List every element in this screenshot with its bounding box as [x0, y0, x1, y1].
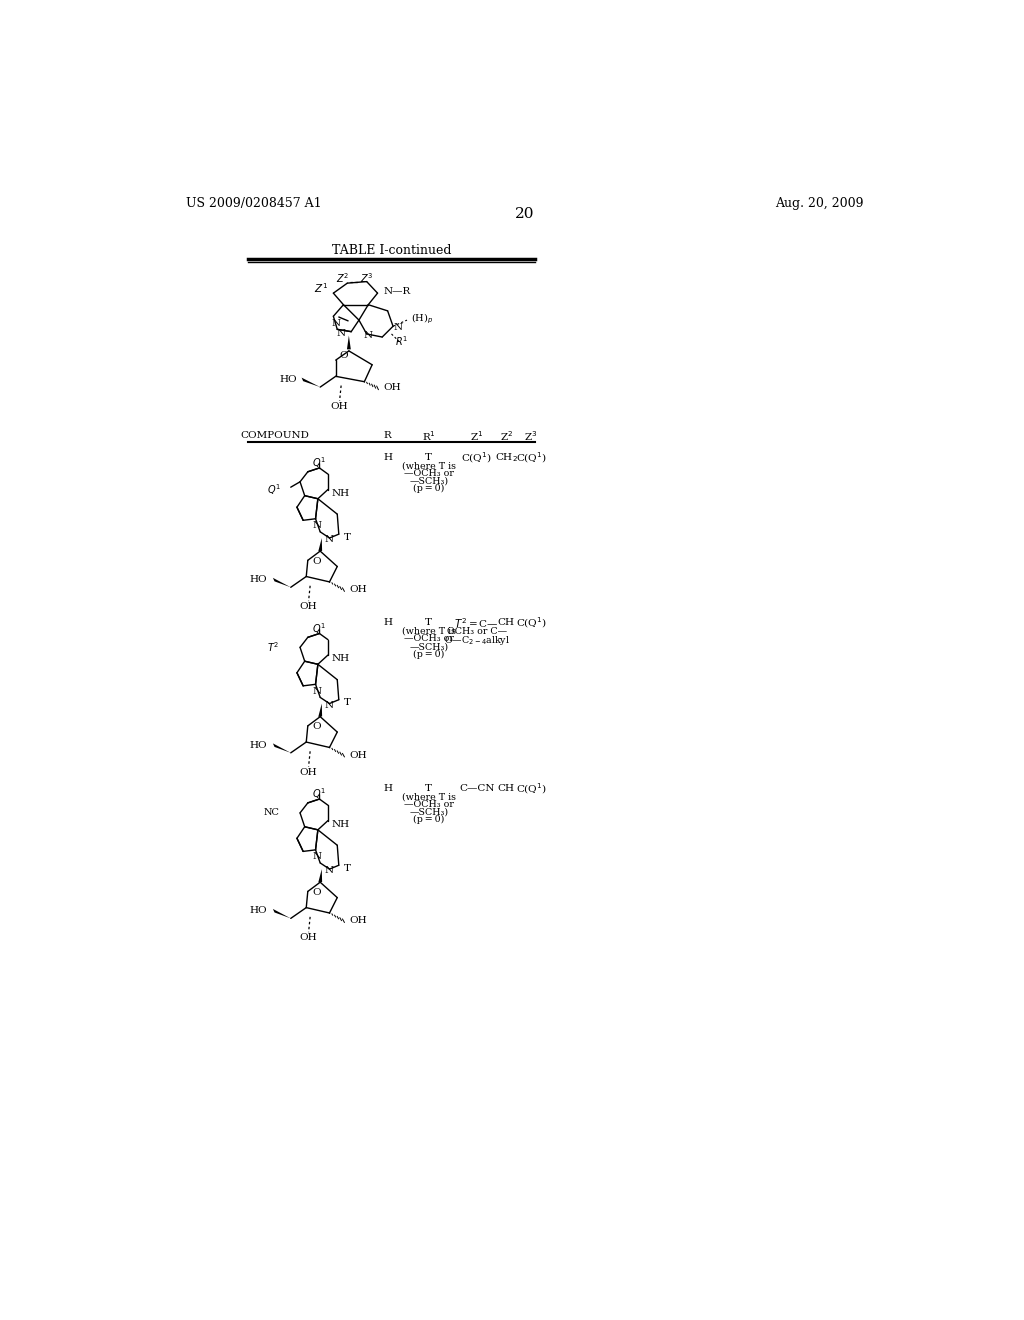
Text: Z$^2$: Z$^2$: [500, 429, 513, 442]
Text: Aug. 20, 2009: Aug. 20, 2009: [775, 197, 863, 210]
Polygon shape: [273, 578, 291, 587]
Text: $Q^1$: $Q^1$: [312, 787, 327, 801]
Polygon shape: [318, 539, 323, 552]
Text: Z$^3$: Z$^3$: [524, 429, 538, 442]
Text: OH: OH: [300, 768, 317, 776]
Polygon shape: [318, 704, 323, 717]
Text: NH: NH: [332, 655, 350, 664]
Text: O: O: [312, 557, 321, 565]
Text: T: T: [343, 533, 350, 541]
Text: O: O: [312, 722, 321, 731]
Text: OH: OH: [300, 602, 317, 611]
Text: C(Q$^1$): C(Q$^1$): [462, 450, 493, 465]
Text: $T^2$: $T^2$: [267, 640, 280, 655]
Text: $Z^1$: $Z^1$: [313, 281, 328, 294]
Text: N—R: N—R: [384, 288, 411, 296]
Text: T: T: [343, 698, 350, 708]
Text: CH: CH: [498, 784, 515, 793]
Text: $R^1$: $R^1$: [395, 334, 409, 347]
Text: T: T: [343, 863, 350, 873]
Text: C(Q$^1$): C(Q$^1$): [515, 781, 547, 796]
Text: (where T is: (where T is: [401, 627, 456, 636]
Text: OH: OH: [349, 751, 367, 759]
Text: N: N: [312, 521, 322, 531]
Text: C—CN: C—CN: [459, 784, 495, 793]
Text: Z$^1$: Z$^1$: [470, 429, 483, 442]
Text: OCH₃ or C—: OCH₃ or C—: [446, 627, 507, 636]
Text: R$^1$: R$^1$: [422, 429, 435, 442]
Text: —OCH₃ or: —OCH₃ or: [403, 469, 454, 478]
Text: O: O: [339, 351, 348, 360]
Text: O—C$_{2-4}$alkyl: O—C$_{2-4}$alkyl: [443, 634, 510, 647]
Text: 20: 20: [515, 207, 535, 220]
Text: —SCH₃): —SCH₃): [410, 477, 449, 486]
Text: T: T: [425, 453, 432, 462]
Text: NC: NC: [263, 808, 280, 817]
Text: HO: HO: [280, 375, 297, 384]
Text: (p = 0): (p = 0): [413, 816, 444, 825]
Text: $Q^1$: $Q^1$: [267, 482, 282, 496]
Text: $Z^2$: $Z^2$: [336, 271, 349, 285]
Text: O: O: [312, 888, 321, 896]
Text: (where T is: (where T is: [401, 461, 456, 470]
Text: TABLE I-continued: TABLE I-continued: [332, 244, 452, 257]
Text: N: N: [325, 701, 334, 710]
Text: $Q^1$: $Q^1$: [312, 455, 327, 470]
Text: N: N: [312, 853, 322, 861]
Text: OH: OH: [331, 401, 348, 411]
Text: (H)$_p$: (H)$_p$: [411, 312, 433, 326]
Text: H: H: [383, 453, 392, 462]
Text: (p = 0): (p = 0): [413, 484, 444, 494]
Text: N: N: [337, 330, 346, 338]
Text: CH: CH: [498, 618, 515, 627]
Text: H: H: [383, 618, 392, 627]
Polygon shape: [273, 743, 291, 752]
Text: T: T: [425, 784, 432, 793]
Text: R: R: [384, 432, 391, 440]
Text: N: N: [325, 866, 334, 875]
Text: (where T is: (where T is: [401, 792, 456, 801]
Text: $Q^1$: $Q^1$: [312, 620, 327, 635]
Text: C(Q$^1$): C(Q$^1$): [515, 450, 547, 465]
Text: NH: NH: [332, 488, 350, 498]
Polygon shape: [347, 335, 351, 350]
Text: COMPOUND: COMPOUND: [241, 432, 309, 440]
Text: T: T: [425, 618, 432, 627]
Text: N: N: [393, 323, 402, 333]
Text: OH: OH: [300, 933, 317, 942]
Polygon shape: [273, 909, 291, 919]
Text: OH: OH: [384, 383, 401, 392]
Text: C(Q$^1$): C(Q$^1$): [515, 615, 547, 630]
Text: H: H: [383, 784, 392, 793]
Text: —SCH₃): —SCH₃): [410, 808, 449, 817]
Text: $Z^3$: $Z^3$: [360, 271, 374, 285]
Polygon shape: [302, 378, 321, 387]
Text: NH: NH: [332, 820, 350, 829]
Text: —SCH₃): —SCH₃): [410, 642, 449, 651]
Text: —OCH₃ or: —OCH₃ or: [403, 800, 454, 809]
Text: HO: HO: [250, 907, 267, 915]
Text: —OCH₃ or: —OCH₃ or: [403, 635, 454, 643]
Text: N: N: [312, 686, 322, 696]
Polygon shape: [318, 869, 323, 883]
Text: N: N: [331, 319, 340, 329]
Text: HO: HO: [250, 741, 267, 750]
Text: N: N: [364, 331, 373, 341]
Text: HO: HO: [250, 576, 267, 583]
Text: OH: OH: [349, 916, 367, 925]
Text: OH: OH: [349, 585, 367, 594]
Text: US 2009/0208457 A1: US 2009/0208457 A1: [186, 197, 322, 210]
Text: CH$_2$: CH$_2$: [495, 450, 518, 463]
Text: $T^2$ = C—: $T^2$ = C—: [455, 616, 499, 630]
Text: N: N: [325, 535, 334, 544]
Text: (p = 0): (p = 0): [413, 649, 444, 659]
